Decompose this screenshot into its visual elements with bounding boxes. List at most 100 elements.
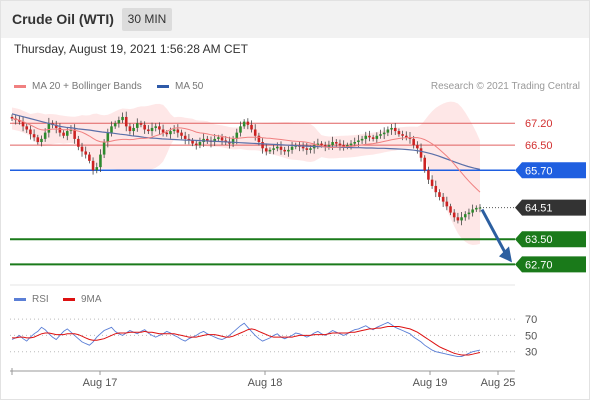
candle-body [99,154,102,168]
candle-body [338,143,342,146]
candle-body [136,123,139,128]
candle-body [379,134,382,136]
level-label-3: 64.51 [525,203,553,215]
candle-body [323,145,327,147]
candle-body [77,138,80,147]
candle-body [198,142,202,146]
rsi-line [11,321,481,358]
candle-body [242,121,246,127]
candle-body [62,132,65,136]
candle-body [353,142,356,144]
candle-body [261,142,264,149]
candle-body [283,149,286,152]
candle-body [305,148,309,150]
candle-body [349,143,353,146]
bollinger-band-fill [12,101,480,245]
candle-body [180,132,183,136]
legend-rsi-swatch [14,298,26,301]
candle-body [10,116,14,119]
candle-body [228,142,231,144]
x-tick-label-2: Aug 19 [413,377,448,389]
candle-body [393,127,397,132]
candle-body [301,146,305,149]
level-tag-4 [515,231,586,248]
candle-body [18,120,21,122]
candle-body [113,123,117,127]
candle-body [25,126,29,130]
candle-body [368,135,371,138]
legend-ma20-label: MA 20 + Bollinger Bands [32,81,142,92]
candle-body [36,137,40,143]
candle-body [169,131,172,135]
candle-body [80,146,84,152]
timestamp: Thursday, August 19, 2021 1:56:28 AM CET [14,42,248,56]
level-label-1: 66.50 [525,140,553,152]
candle-body [460,217,463,221]
candle-body [231,138,235,144]
candle-body [272,148,275,150]
candle-body [268,149,272,152]
candle-body [257,135,261,143]
candle-body [150,127,154,132]
candle-body [438,192,441,197]
candle-body [154,126,158,128]
credit-text: Research © 2021 Trading Central [430,81,580,92]
level-tag-5 [515,256,586,273]
candle-body [342,145,345,147]
ma50-line [11,113,481,170]
instrument-title: Crude Oil (WTI) [12,11,114,27]
candle-body [102,142,106,155]
candle-body [165,132,169,135]
timeframe-button[interactable]: 30 MIN [122,8,172,31]
candle-body [54,124,58,128]
candle-body [279,146,283,150]
candle-body [40,138,43,143]
candle-body [401,134,404,136]
candle-body [47,123,51,133]
candle-body [43,132,47,139]
x-tick-label-0: Aug 17 [83,377,118,389]
candle-body [405,135,408,138]
candle-body [58,127,62,133]
candle-body [430,179,434,186]
candle-body [397,131,401,135]
candle-body [327,145,331,147]
x-axis: Aug 17 Aug 18 Aug 19 Aug 25 [10,284,515,389]
legend-rsi-label: RSI [32,294,49,305]
candle-body [191,140,194,144]
legend-rsi: RSI [14,294,49,305]
candle-body [29,129,32,135]
candle-body [220,137,224,141]
candle-body [434,185,438,193]
candle-body [139,123,143,125]
candle-body [84,151,87,155]
header-bar: Crude Oil (WTI) 30 MIN [1,1,589,38]
level-labels: 67.20 66.50 65.70 64.51 63.50 62.70 [515,118,586,273]
candle-body [390,127,393,130]
candle-body [194,143,198,146]
x-tick-label-1: Aug 18 [248,377,283,389]
ma20-line [11,118,481,193]
level-tag-2 [515,162,586,179]
candle-body [147,129,150,132]
candle-body [32,134,36,138]
candle-body [128,126,132,132]
candle-body [124,116,128,127]
candle-body [445,201,449,207]
candle-body [132,127,135,132]
candle-body [382,132,386,135]
rsi-tick-label-2: 30 [525,347,537,359]
candle-body [309,148,312,150]
candle-body [121,116,124,121]
candle-body [412,138,415,146]
rsi-tick-label-0: 70 [525,314,537,326]
candle-body [467,212,471,215]
candle-body [334,142,338,144]
candle-body [419,148,423,158]
candle-body [91,160,95,171]
candle-body [276,146,279,149]
candle-body [471,209,474,213]
candle-body [423,157,427,171]
candle-body [386,129,390,133]
